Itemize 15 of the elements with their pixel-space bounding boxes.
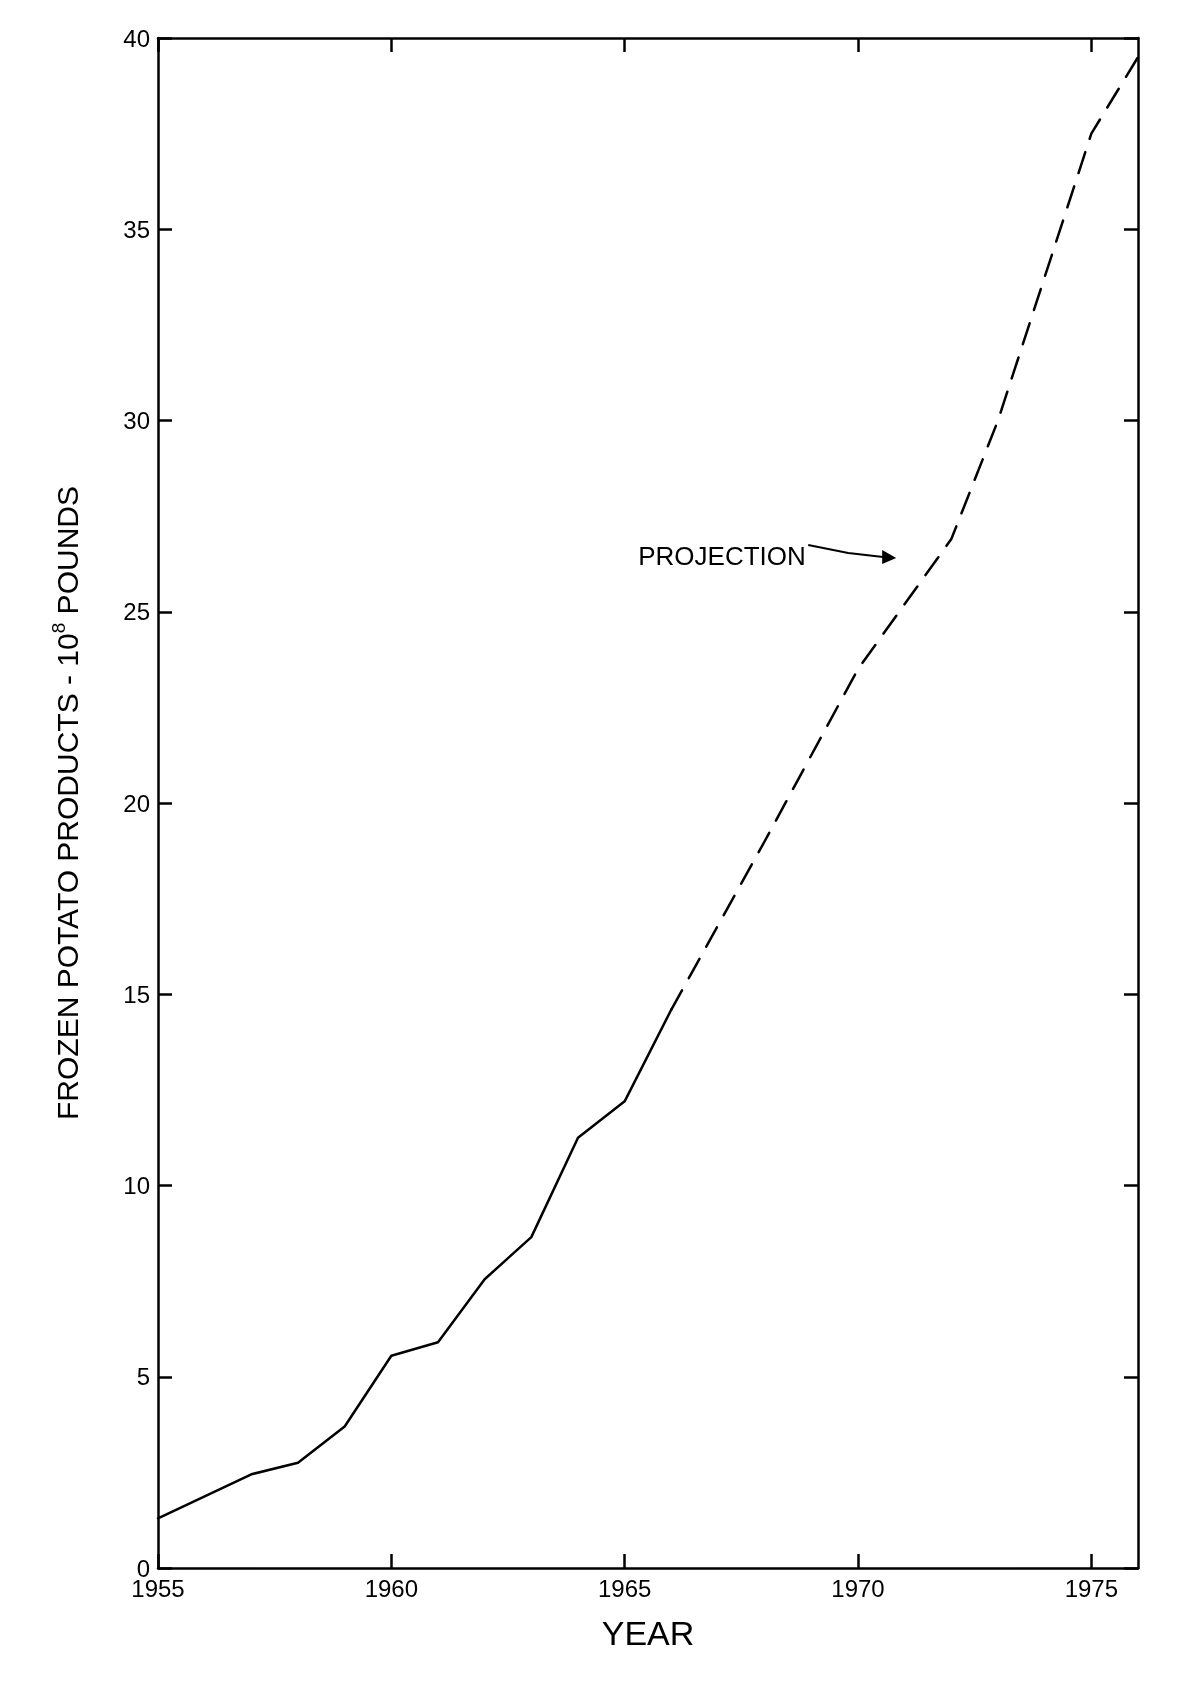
x-tick-label: 1965 bbox=[597, 1574, 652, 1602]
y-axis-title: FROZEN POTATO PRODUCTS - 108 POUNDS bbox=[48, 486, 84, 1120]
x-tick-label: 1975 bbox=[1064, 1574, 1119, 1602]
x-axis-title: YEAR bbox=[601, 1614, 695, 1652]
x-tick-label: 1960 bbox=[364, 1574, 419, 1602]
y-tick-label: 35 bbox=[123, 215, 150, 243]
y-tick-label: 25 bbox=[123, 598, 150, 626]
y-tick-label: 30 bbox=[123, 407, 150, 434]
y-tick-label: 10 bbox=[123, 1172, 150, 1199]
y-tick-label: 20 bbox=[123, 789, 150, 817]
y-tick-label: 5 bbox=[136, 1363, 150, 1391]
x-tick-label: 1970 bbox=[831, 1574, 885, 1602]
y-tick-label: 15 bbox=[123, 980, 150, 1008]
annotation: PROJECTION bbox=[638, 540, 806, 571]
y-tick-label: 40 bbox=[123, 24, 150, 52]
